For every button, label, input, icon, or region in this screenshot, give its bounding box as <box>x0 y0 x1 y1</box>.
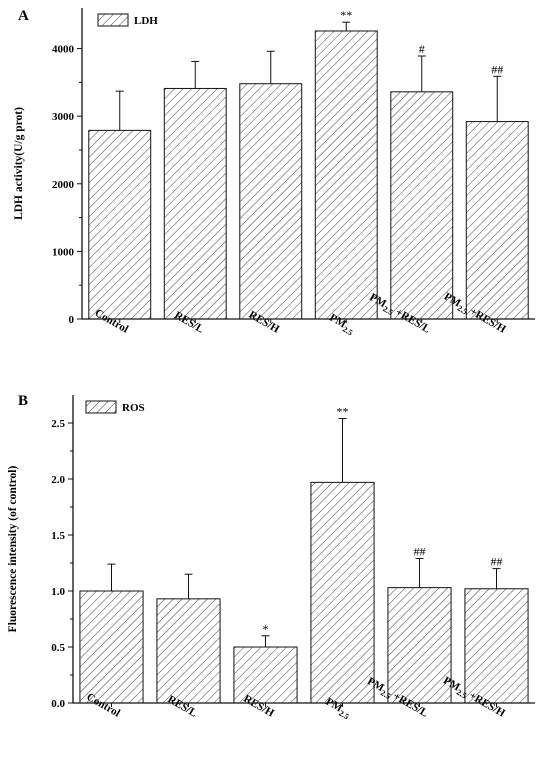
panel-letter: B <box>18 393 28 409</box>
legend-label: ROS <box>122 402 145 414</box>
y-tick-label: 2000 <box>52 179 75 191</box>
significance-mark: ## <box>491 62 503 76</box>
y-tick-label: 0.5 <box>51 642 65 654</box>
legend-label: LDH <box>134 15 158 27</box>
bar <box>390 91 454 320</box>
significance-mark: # <box>419 42 425 56</box>
legend-swatch <box>85 400 117 414</box>
y-tick-label: 2.0 <box>51 474 65 486</box>
bar <box>156 598 221 704</box>
y-axis-label: Fluorescence intensity (of control) <box>7 466 19 633</box>
bar <box>88 129 152 320</box>
significance-mark: ** <box>340 8 352 22</box>
panel-letter: A <box>18 8 29 24</box>
y-tick-label: 0.0 <box>51 698 65 710</box>
bar <box>465 121 529 320</box>
y-tick-label: 1.0 <box>51 586 65 598</box>
bar <box>387 587 452 704</box>
significance-mark: ## <box>491 555 503 569</box>
y-tick-label: 0 <box>69 314 75 326</box>
y-tick-label: 1.5 <box>51 530 65 542</box>
y-tick-label: 2.5 <box>51 418 65 430</box>
y-tick-label: 3000 <box>52 111 75 123</box>
significance-mark: * <box>263 622 269 636</box>
category-label: PM2.5 <box>326 312 356 338</box>
significance-mark: ## <box>414 545 426 559</box>
bar <box>233 646 298 704</box>
y-tick-label: 1000 <box>52 246 75 258</box>
bar <box>464 588 529 704</box>
significance-mark: ** <box>337 405 349 419</box>
y-tick-label: 4000 <box>52 44 75 56</box>
bar <box>163 87 227 320</box>
legend-swatch <box>97 13 129 27</box>
bar <box>310 481 375 704</box>
bar <box>79 590 144 704</box>
bar <box>314 30 378 320</box>
y-axis-label: LDH activity(U/g prot) <box>13 107 25 220</box>
bar <box>239 83 303 320</box>
